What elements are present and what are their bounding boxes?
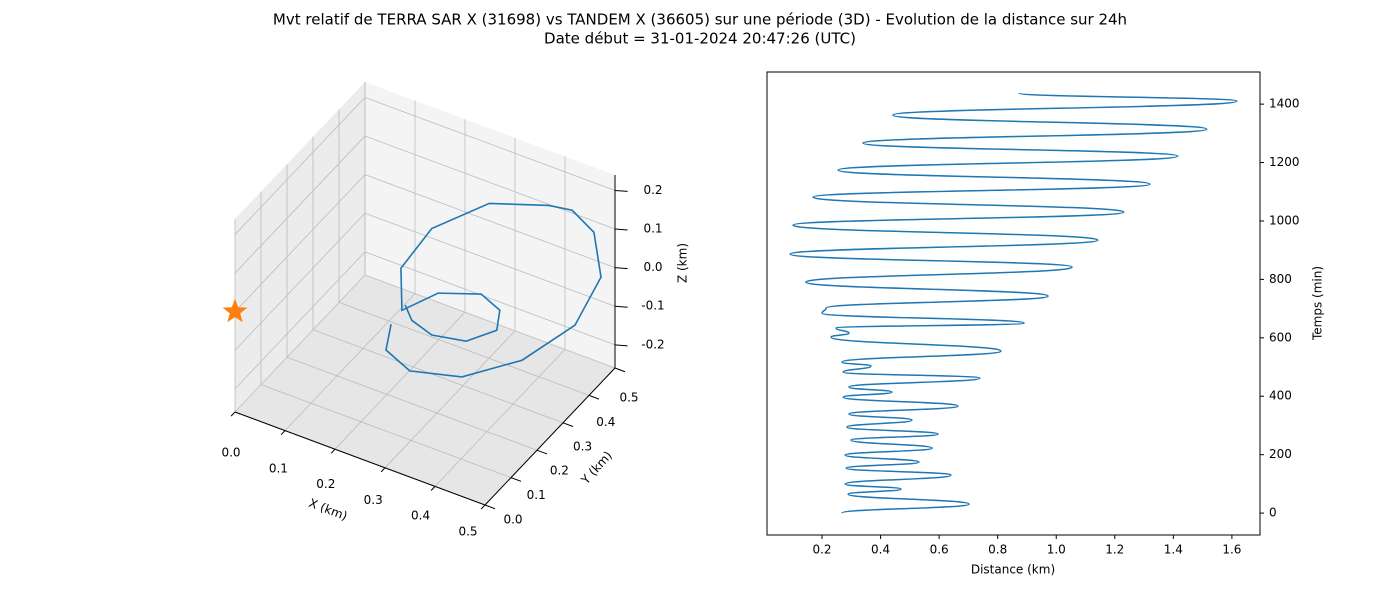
figure-subtitle: Date début = 31-01-2024 20:47:26 (UTC) xyxy=(544,30,856,48)
grid-line xyxy=(234,174,366,312)
axis-line xyxy=(484,367,616,506)
y-tick-label: 600 xyxy=(1269,330,1292,344)
pane-back xyxy=(365,82,615,368)
y-tick-label: 0.4 xyxy=(596,415,615,429)
y-tick-label: 0.2 xyxy=(550,464,569,478)
y-axis-label: Temps (min) xyxy=(1311,266,1325,341)
grid-line xyxy=(364,135,616,230)
z-tick-label: -0.1 xyxy=(641,299,664,313)
grid-line xyxy=(284,293,416,431)
tick-mark xyxy=(280,430,286,436)
tick-mark xyxy=(230,411,236,417)
z-tick-label: 0.0 xyxy=(643,260,662,274)
tick-mark xyxy=(614,189,628,192)
x-tick-label: 0.3 xyxy=(364,493,383,507)
tick-mark xyxy=(614,344,628,347)
grid-line xyxy=(234,135,366,274)
tick-mark xyxy=(330,448,336,454)
grid-line xyxy=(364,174,616,269)
tick-mark xyxy=(510,477,522,482)
y-tick-label: 800 xyxy=(1269,272,1292,286)
grid-line xyxy=(260,384,512,478)
pane-left xyxy=(235,82,365,412)
z-tick-label: -0.2 xyxy=(641,337,664,351)
x-tick-label: 0.2 xyxy=(316,477,335,491)
grid-line xyxy=(334,311,466,450)
x-tick-label: 1.0 xyxy=(1047,543,1066,557)
grid-line xyxy=(234,274,366,413)
grid-line xyxy=(384,330,516,469)
y-tick-label: 0.1 xyxy=(527,488,546,502)
x-tick-label: 1.2 xyxy=(1105,543,1124,557)
z-tick-label: 0.1 xyxy=(643,222,662,236)
grid-line xyxy=(234,251,366,390)
x-axis-label: Distance (km) xyxy=(971,563,1055,577)
tick-mark xyxy=(484,504,496,510)
pane-bottom xyxy=(235,275,615,505)
y-tick-label: 0.3 xyxy=(573,439,592,453)
z-axis-label: Z (km) xyxy=(676,243,690,283)
tick-mark xyxy=(380,467,386,473)
y-tick-label: 1000 xyxy=(1269,213,1300,227)
grid-line xyxy=(364,97,616,191)
y-axis-label: Y (km) xyxy=(578,448,615,487)
x-tick-label: 0.8 xyxy=(988,543,1007,557)
x-tick-label: 0.5 xyxy=(458,525,477,539)
x-tick-label: 0.4 xyxy=(411,509,430,523)
x-tick-label: 0.1 xyxy=(269,461,288,475)
tick-mark xyxy=(614,267,628,270)
y-tick-label: 1400 xyxy=(1269,97,1300,111)
y-tick-label: 0.5 xyxy=(619,391,638,405)
tick-mark xyxy=(562,422,574,427)
x-tick-label: 0.0 xyxy=(221,446,240,460)
tick-mark xyxy=(614,228,628,231)
tick-mark xyxy=(588,394,600,400)
axis-line xyxy=(234,411,486,506)
x-tick-label: 0.2 xyxy=(812,543,831,557)
x-tick-label: 0.6 xyxy=(930,543,949,557)
grid-line xyxy=(234,97,366,235)
grid-line xyxy=(286,356,538,451)
figure-title: Mvt relatif de TERRA SAR X (31698) vs TA… xyxy=(273,11,1127,29)
tick-mark xyxy=(614,305,628,308)
distance-line xyxy=(789,92,1238,514)
x-tick-label: 0.4 xyxy=(871,543,890,557)
grid-line xyxy=(338,302,590,396)
x-tick-label: 1.4 xyxy=(1164,543,1183,557)
tick-mark xyxy=(480,504,486,510)
trajectory-line xyxy=(385,202,602,378)
grid-line xyxy=(234,212,366,351)
origin-marker xyxy=(222,298,248,323)
x-tick-label: 1.6 xyxy=(1222,543,1241,557)
z-tick-label: 0.2 xyxy=(643,183,662,197)
plot-frame xyxy=(766,71,1261,536)
y-tick-label: 1200 xyxy=(1269,155,1300,169)
y-tick-label: 0.0 xyxy=(503,513,522,527)
grid-line xyxy=(364,212,616,307)
tick-mark xyxy=(614,367,626,373)
tick-mark xyxy=(430,486,436,491)
grid-line xyxy=(434,349,566,487)
tick-mark xyxy=(536,449,548,455)
y-tick-label: 0 xyxy=(1269,506,1277,520)
y-tick-label: 200 xyxy=(1269,447,1292,461)
y-tick-label: 400 xyxy=(1269,389,1292,403)
x-axis-label: X (km) xyxy=(307,496,349,523)
grid-line xyxy=(364,274,616,369)
grid-line xyxy=(312,329,564,424)
grid-line xyxy=(364,251,616,346)
